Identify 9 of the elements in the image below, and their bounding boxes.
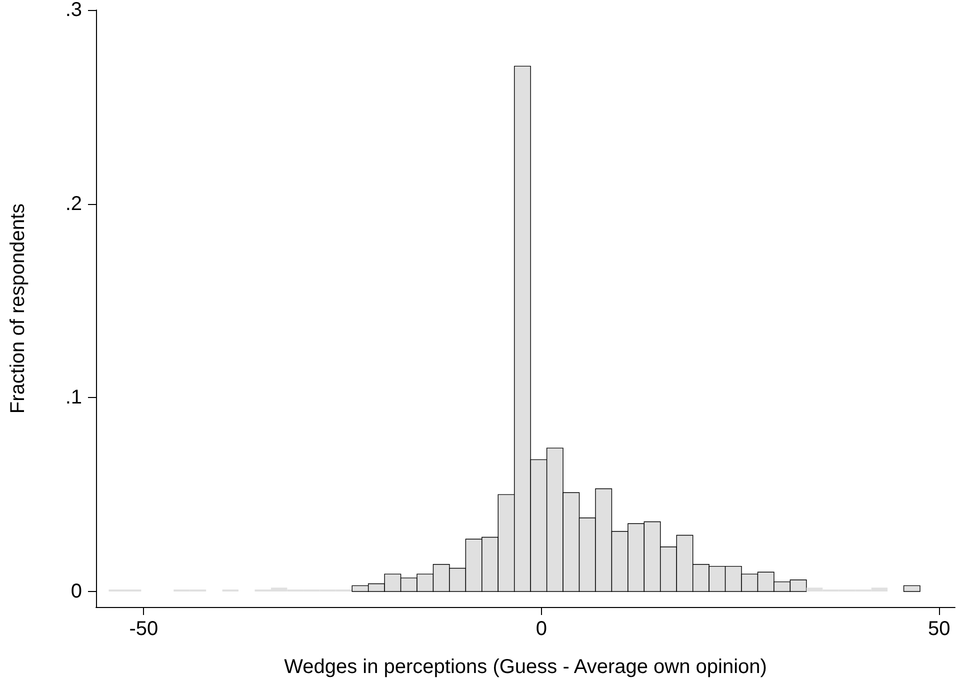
x-tick-label: 0 bbox=[536, 618, 547, 640]
y-tick-label: .3 bbox=[65, 0, 82, 21]
y-tick-label: .1 bbox=[65, 386, 82, 409]
y-tick-label: .2 bbox=[65, 192, 82, 215]
x-axis-title: Wedges in perceptions (Guess - Average own opinion) bbox=[284, 656, 767, 678]
x-tick-label: -50 bbox=[129, 618, 158, 640]
y-axis-title: Fraction of respondents bbox=[7, 203, 29, 414]
x-tick-label: 50 bbox=[928, 618, 950, 640]
y-tick-label: 0 bbox=[70, 580, 82, 602]
